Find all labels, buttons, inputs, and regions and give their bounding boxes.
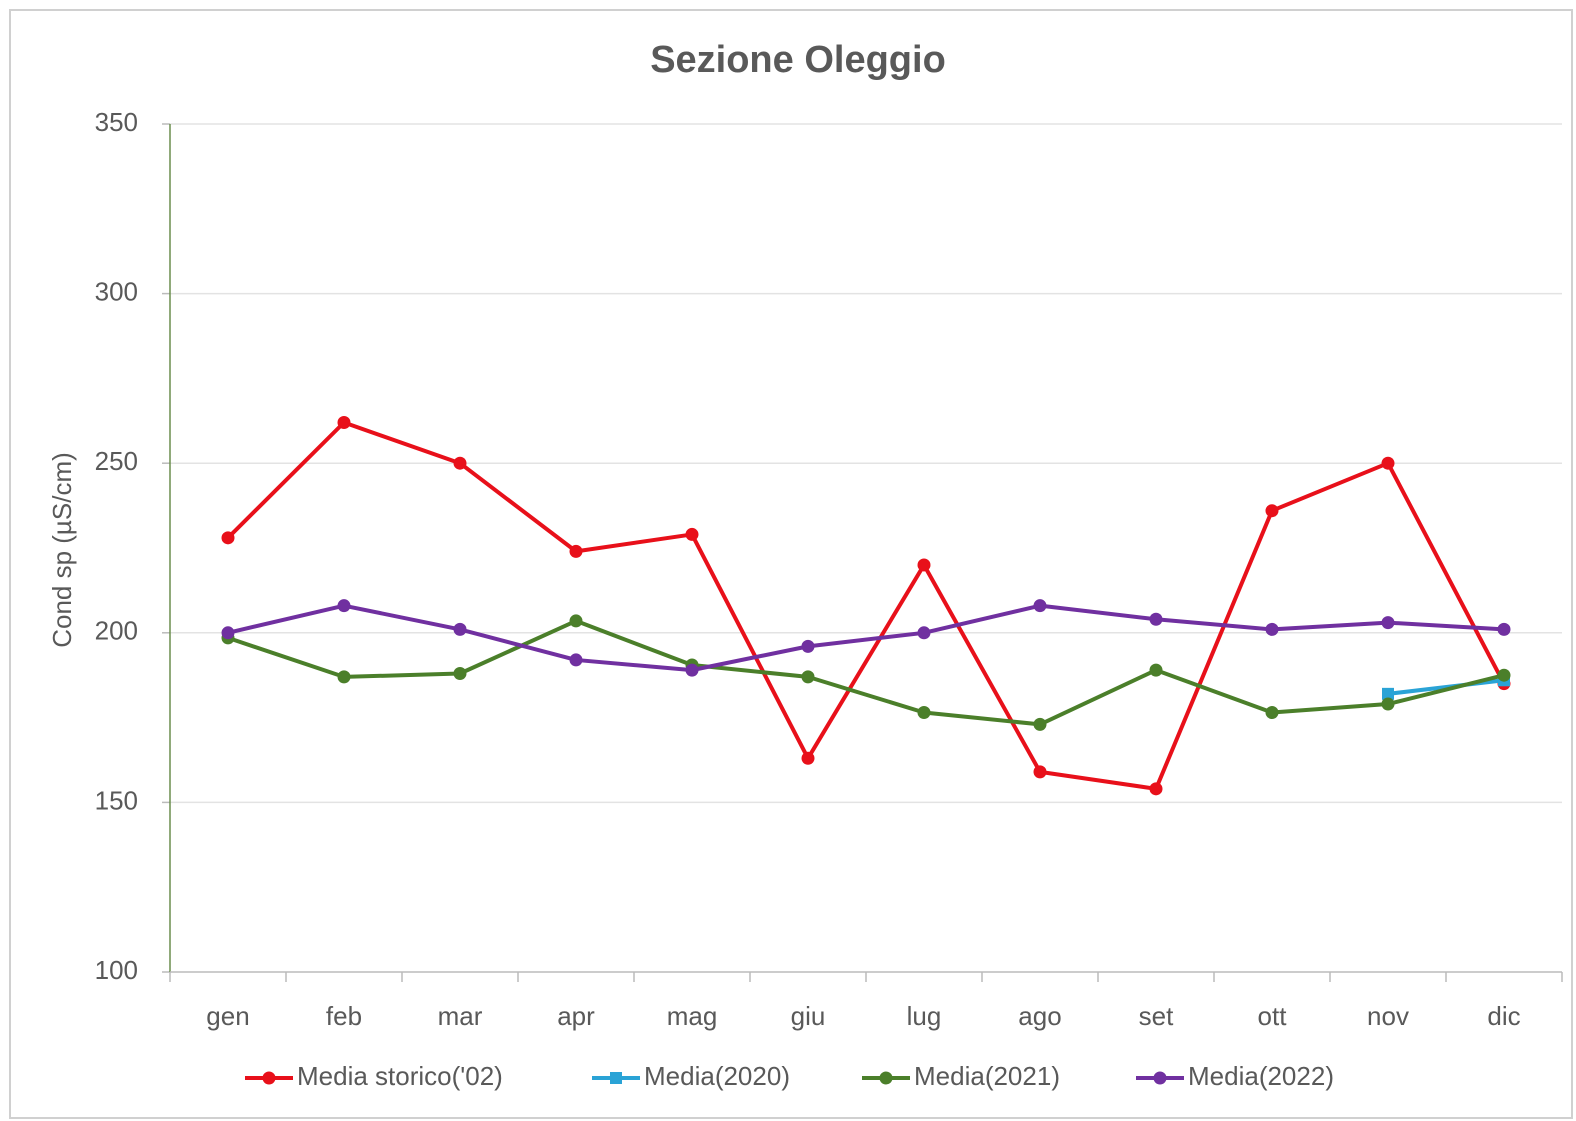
x-tick-label: feb	[326, 1001, 362, 1031]
data-point	[337, 599, 351, 613]
y-tick-label: 350	[95, 107, 138, 137]
data-point	[801, 751, 815, 765]
data-point	[1497, 622, 1511, 636]
data-point	[221, 626, 235, 640]
legend-label: Media storico('02)	[297, 1061, 503, 1091]
x-tick-label: lug	[907, 1001, 942, 1031]
series-line	[226, 420, 1506, 791]
data-point	[337, 415, 351, 429]
data-point	[801, 670, 815, 684]
data-point	[1033, 765, 1047, 779]
data-point	[1381, 697, 1395, 711]
data-point	[685, 527, 699, 541]
series-line	[227, 603, 1505, 673]
series-line	[1387, 678, 1505, 696]
y-tick-label: 150	[95, 785, 138, 815]
data-point	[1265, 706, 1279, 720]
data-point	[569, 653, 583, 667]
data-point	[337, 670, 351, 684]
data-point	[917, 558, 931, 572]
data-point	[1382, 687, 1394, 700]
x-tick-label: nov	[1367, 1001, 1409, 1031]
legend-marker	[1153, 1071, 1167, 1085]
y-tick-label: 100	[95, 955, 138, 985]
data-point	[453, 667, 467, 681]
chart-frame	[9, 9, 1573, 1119]
legend-marker	[262, 1071, 276, 1085]
data-point	[1265, 504, 1279, 518]
data-point	[1265, 622, 1279, 636]
y-axis-title: Cond sp (µS/cm)	[47, 452, 77, 648]
data-point	[685, 663, 699, 677]
data-point	[917, 706, 931, 720]
data-point	[1033, 717, 1047, 731]
data-point	[1381, 616, 1395, 630]
data-point	[1149, 663, 1163, 677]
data-point	[1149, 782, 1163, 796]
data-point	[569, 544, 583, 558]
chart-title: Sezione Oleggio	[650, 39, 946, 81]
x-tick-label: mag	[667, 1001, 718, 1031]
data-point	[801, 639, 815, 653]
series-line	[227, 618, 1505, 727]
data-point	[453, 456, 467, 470]
x-tick-label: ago	[1018, 1001, 1061, 1031]
y-tick-label: 200	[95, 616, 138, 646]
data-point	[569, 614, 583, 628]
legend-marker	[879, 1071, 893, 1085]
data-point	[1497, 668, 1511, 682]
x-tick-label: dic	[1487, 1001, 1520, 1031]
x-tick-label: set	[1139, 1001, 1174, 1031]
legend-label: Media(2021)	[914, 1061, 1060, 1091]
data-point	[221, 531, 235, 545]
y-tick-label: 250	[95, 446, 138, 476]
legend-marker	[610, 1072, 622, 1084]
data-point	[1381, 456, 1395, 470]
x-tick-label: giu	[791, 1001, 826, 1031]
y-tick-label: 300	[95, 276, 138, 306]
x-tick-label: ott	[1258, 1001, 1288, 1031]
x-tick-label: gen	[206, 1001, 249, 1031]
data-point	[1149, 612, 1163, 626]
data-point	[917, 626, 931, 640]
data-point	[453, 622, 467, 636]
legend-label: Media(2020)	[644, 1061, 790, 1091]
x-tick-label: mar	[438, 1001, 483, 1031]
data-point	[1033, 599, 1047, 613]
legend-label: Media(2022)	[1188, 1061, 1334, 1091]
x-tick-label: apr	[557, 1001, 595, 1031]
